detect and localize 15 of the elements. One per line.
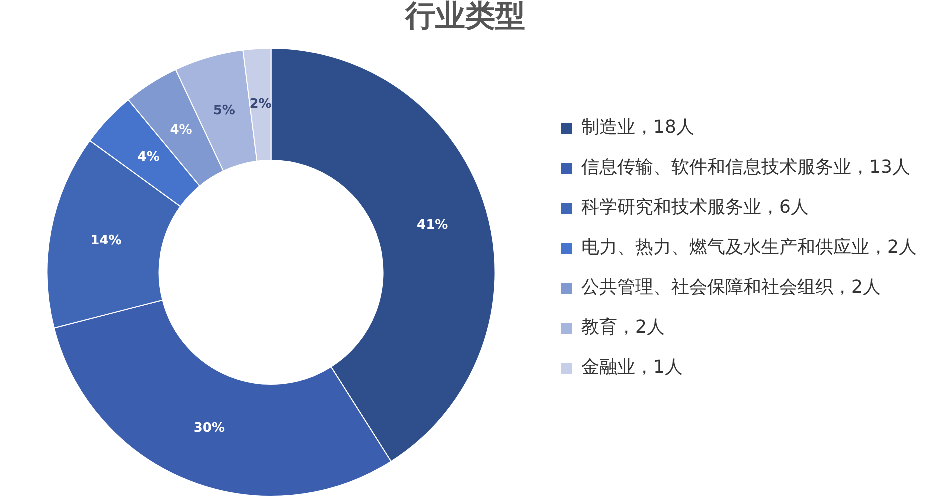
data-label: 4%: [170, 123, 192, 138]
legend-label: 金融业，1人: [582, 357, 683, 378]
legend-label: 科学研究和技术服务业，6人: [582, 197, 809, 218]
data-label: 41%: [417, 218, 448, 234]
chart-title: 行业类型: [404, 0, 526, 34]
data-label: 4%: [138, 150, 160, 165]
data-label: 2%: [250, 97, 272, 112]
legend-label: 公共管理、社会保障和社会组织，2人: [582, 277, 881, 298]
data-label: 30%: [194, 421, 225, 436]
legend-label: 电力、热力、燃气及水生产和供应业，2人: [582, 237, 917, 258]
data-label: 14%: [90, 233, 122, 248]
legend-label: 信息传输、软件和信息技术服务业，13人: [582, 157, 910, 178]
data-label: 5%: [213, 104, 236, 119]
legend-label: 制造业，18人: [582, 117, 694, 138]
legend-label: 教育，2人: [582, 317, 665, 338]
